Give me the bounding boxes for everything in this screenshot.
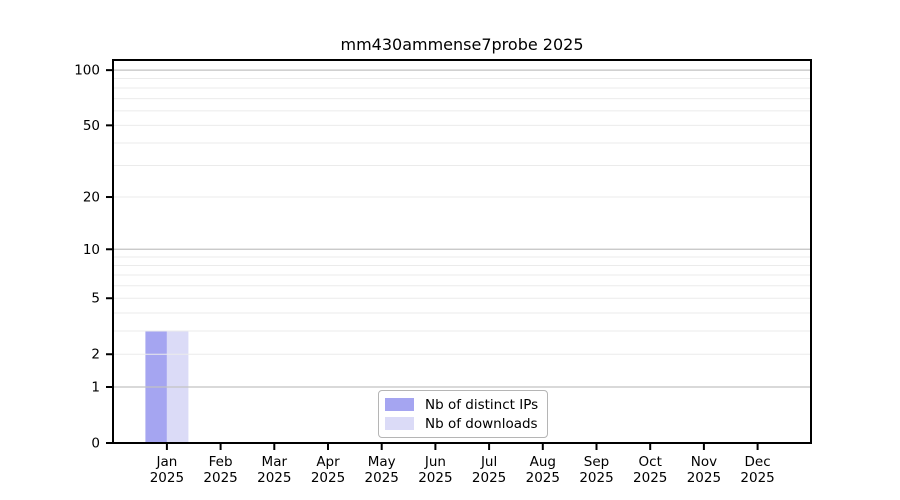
x-tick-label-month-jun: Jun xyxy=(424,454,446,470)
legend-label-downloads: Nb of downloads xyxy=(425,415,538,432)
x-tick-label-year-may: 2025 xyxy=(365,470,399,486)
x-tick-label-month-aug: Aug xyxy=(530,454,556,470)
x-tick-label-year-dec: 2025 xyxy=(740,470,774,486)
x-tick-label-month-jul: Jul xyxy=(480,454,497,470)
y-tick-label-1: 1 xyxy=(91,379,100,395)
y-tick-label-5: 5 xyxy=(91,291,100,307)
x-tick-label-year-sep: 2025 xyxy=(579,470,613,486)
legend-swatch-downloads xyxy=(385,417,414,430)
x-tick-label-month-feb: Feb xyxy=(209,454,233,470)
x-tick-label-month-sep: Sep xyxy=(584,454,609,470)
y-tick-label-0: 0 xyxy=(91,436,100,452)
x-tick-label-year-nov: 2025 xyxy=(687,470,721,486)
x-tick-label-year-aug: 2025 xyxy=(526,470,560,486)
x-tick-label-month-may: May xyxy=(368,454,396,470)
y-tick-label-20: 20 xyxy=(83,190,100,206)
x-tick-label-month-oct: Oct xyxy=(639,454,662,470)
x-tick-label-year-oct: 2025 xyxy=(633,470,667,486)
x-tick-label-year-jul: 2025 xyxy=(472,470,506,486)
y-tick-label-100: 100 xyxy=(74,63,100,79)
x-tick-label-month-dec: Dec xyxy=(745,454,771,470)
y-tick-label-50: 50 xyxy=(83,118,100,134)
y-tick-label-2: 2 xyxy=(91,347,100,363)
x-tick-label-month-nov: Nov xyxy=(691,454,717,470)
legend: Nb of distinct IPs Nb of downloads xyxy=(378,390,548,438)
x-tick-label-month-mar: Mar xyxy=(262,454,288,470)
x-tick-label-year-feb: 2025 xyxy=(203,470,237,486)
x-tick-label-year-apr: 2025 xyxy=(311,470,345,486)
legend-label-distinct-ips: Nb of distinct IPs xyxy=(425,396,539,413)
legend-item-downloads: Nb of downloads xyxy=(385,415,547,432)
plot-frame xyxy=(112,59,812,444)
legend-swatch-distinct-ips xyxy=(385,398,414,411)
x-tick-label-month-apr: Apr xyxy=(316,454,340,470)
legend-item-distinct-ips: Nb of distinct IPs xyxy=(385,396,547,413)
x-tick-label-month-jan: Jan xyxy=(155,454,177,470)
x-tick-label-year-jun: 2025 xyxy=(418,470,452,486)
chart-title: mm430ammense7probe 2025 xyxy=(340,35,584,54)
y-tick-label-10: 10 xyxy=(83,242,100,258)
x-tick-label-year-mar: 2025 xyxy=(257,470,291,486)
x-tick-label-year-jan: 2025 xyxy=(150,470,184,486)
